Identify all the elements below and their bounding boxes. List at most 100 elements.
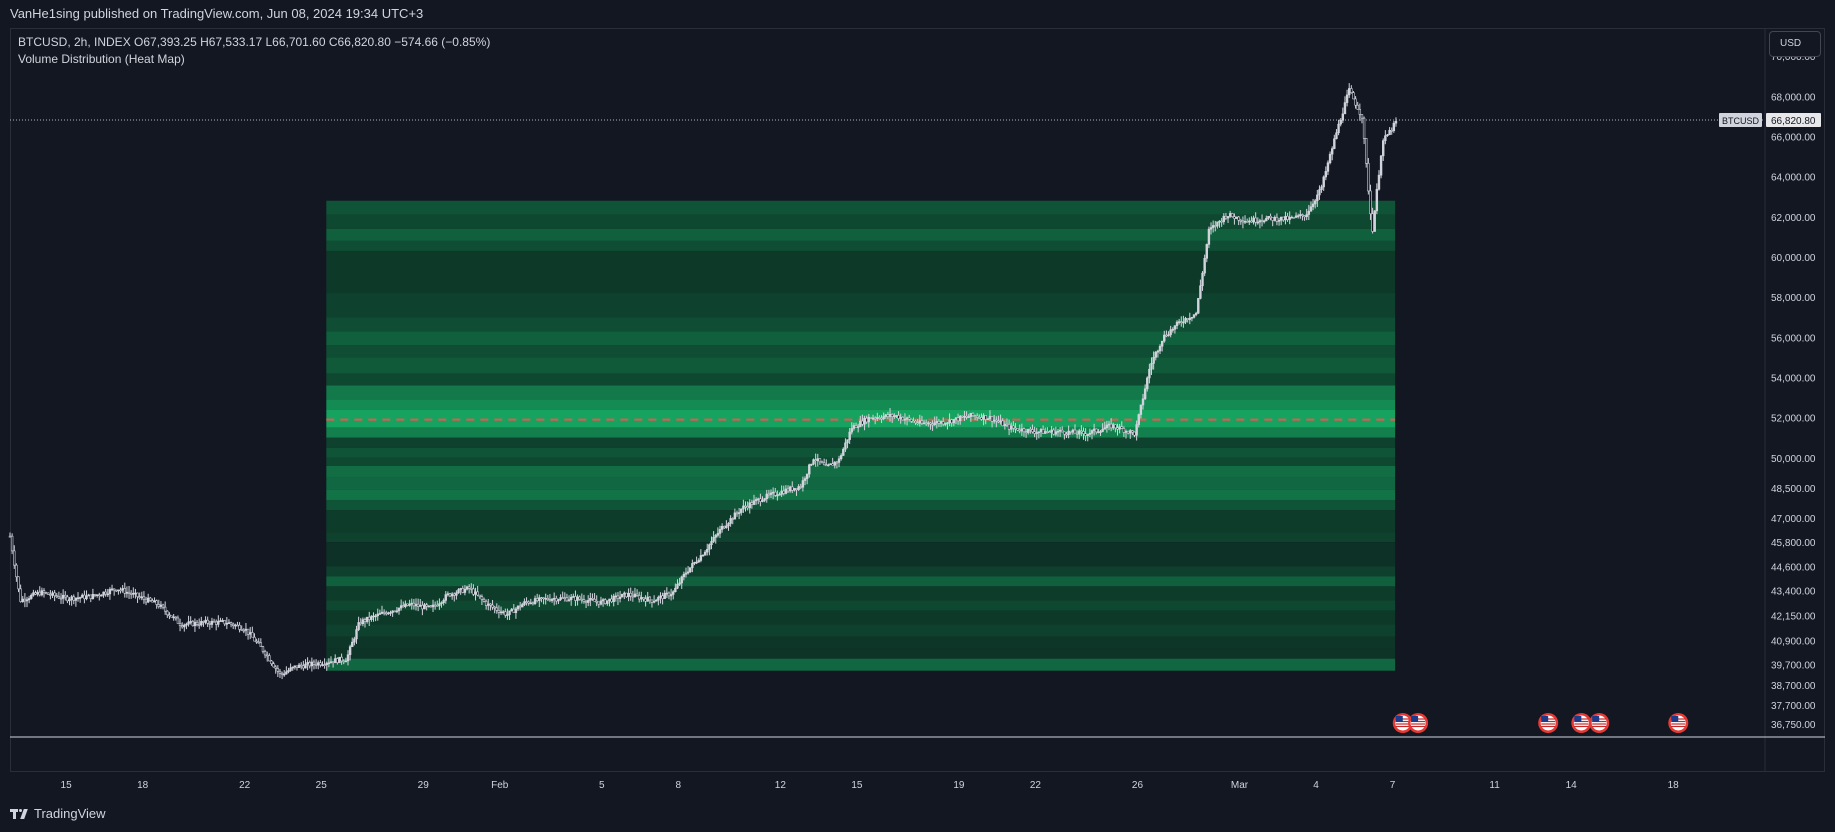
candle-body bbox=[1069, 430, 1072, 433]
candle-body bbox=[251, 632, 254, 638]
candle-body bbox=[310, 661, 314, 667]
candle-body bbox=[244, 628, 248, 631]
candle-body bbox=[257, 641, 260, 644]
time-tick-label: 18 bbox=[137, 780, 149, 791]
candle-body bbox=[778, 493, 781, 496]
candle-body bbox=[557, 599, 560, 602]
volume-profile-row bbox=[326, 240, 1396, 251]
candle-body bbox=[168, 614, 171, 617]
candle-body bbox=[835, 461, 839, 464]
candle-body bbox=[410, 602, 413, 605]
candle-body bbox=[852, 425, 856, 429]
candle-body bbox=[691, 563, 694, 568]
candle-body bbox=[1354, 98, 1357, 106]
candle-body bbox=[929, 422, 932, 425]
candle-body bbox=[83, 594, 86, 600]
candle-body bbox=[1109, 423, 1113, 429]
candle-body bbox=[978, 417, 981, 419]
tradingview-logo[interactable]: TradingView bbox=[10, 806, 106, 821]
candle-body bbox=[448, 593, 452, 597]
candle-body bbox=[421, 604, 424, 610]
candle-body bbox=[1216, 221, 1219, 227]
candle-body bbox=[939, 421, 943, 424]
candle-body bbox=[263, 651, 267, 656]
candle-body bbox=[516, 605, 520, 610]
candle-body bbox=[735, 512, 739, 515]
candle-body bbox=[888, 414, 892, 417]
candle-body bbox=[108, 589, 112, 595]
candle-body bbox=[1286, 215, 1289, 220]
currency-button[interactable]: USD bbox=[1769, 31, 1821, 57]
candle-body bbox=[916, 422, 919, 425]
candle-body bbox=[680, 576, 683, 584]
candle-body bbox=[504, 611, 507, 616]
volume-profile-row bbox=[326, 636, 1396, 649]
volume-profile-row bbox=[326, 465, 1396, 478]
candle-body bbox=[1182, 321, 1185, 324]
candle-body bbox=[678, 582, 681, 585]
candle-body bbox=[185, 623, 188, 626]
candle-body bbox=[576, 596, 579, 601]
candle-body bbox=[952, 419, 956, 424]
candle-body bbox=[246, 628, 250, 635]
candle-body bbox=[274, 666, 277, 669]
candle-body bbox=[589, 598, 592, 601]
candle-body bbox=[342, 660, 345, 663]
candle-body bbox=[901, 416, 905, 421]
candle-body bbox=[1092, 428, 1096, 431]
volume-profile-row bbox=[326, 457, 1396, 466]
candle-body bbox=[548, 599, 552, 601]
candle-body bbox=[922, 422, 926, 425]
candle-body bbox=[193, 621, 197, 627]
candle-body bbox=[1003, 423, 1007, 427]
candle-body bbox=[68, 599, 71, 602]
candle-body bbox=[1116, 427, 1119, 430]
candle-body bbox=[827, 464, 830, 467]
price-tick-label: 50,000.00 bbox=[1771, 454, 1816, 465]
candle-body bbox=[625, 592, 628, 598]
candle-body bbox=[127, 591, 131, 594]
symbol-tag-bg bbox=[1719, 112, 1762, 127]
candle-body bbox=[1243, 221, 1247, 223]
candle-body bbox=[170, 615, 173, 618]
candle-body bbox=[793, 488, 796, 491]
candle-body bbox=[1022, 428, 1026, 433]
price-tick-label: 48,500.00 bbox=[1771, 484, 1816, 495]
candle-body bbox=[361, 619, 365, 625]
candle-body bbox=[1067, 430, 1070, 435]
candle-body bbox=[348, 646, 352, 656]
time-tick-label: 11 bbox=[1489, 780, 1500, 791]
candle-body bbox=[869, 417, 873, 419]
time-tick-label: Mar bbox=[1231, 780, 1249, 791]
candle-body bbox=[76, 597, 80, 600]
candle-body bbox=[146, 597, 150, 603]
candle-body bbox=[38, 591, 41, 596]
candle-body bbox=[737, 512, 741, 514]
candle-body bbox=[268, 655, 271, 662]
candle-body bbox=[1050, 429, 1053, 433]
price-tick-label: 47,000.00 bbox=[1771, 514, 1816, 525]
candle-body bbox=[1141, 398, 1145, 406]
candle-body bbox=[442, 600, 445, 603]
candle-body bbox=[151, 600, 154, 603]
candle-body bbox=[774, 491, 777, 496]
candle-body bbox=[1250, 220, 1253, 223]
candle-body bbox=[973, 415, 977, 417]
candle-body bbox=[993, 419, 996, 422]
candle-body bbox=[132, 592, 135, 595]
us-flag-canton bbox=[1592, 716, 1600, 722]
candle-body bbox=[893, 415, 896, 418]
candle-body bbox=[935, 421, 939, 424]
candle-body bbox=[769, 492, 773, 495]
candle-body bbox=[1228, 213, 1232, 217]
candle-body bbox=[931, 423, 934, 426]
candle-body bbox=[329, 661, 333, 664]
price-tick-label: 60,000.00 bbox=[1771, 253, 1816, 264]
candle-body bbox=[1307, 210, 1311, 215]
volume-profile-row bbox=[326, 542, 1396, 567]
candle-body bbox=[499, 611, 503, 614]
candle-body bbox=[586, 600, 590, 603]
candle-body bbox=[1269, 215, 1272, 219]
candle-body bbox=[716, 533, 720, 536]
